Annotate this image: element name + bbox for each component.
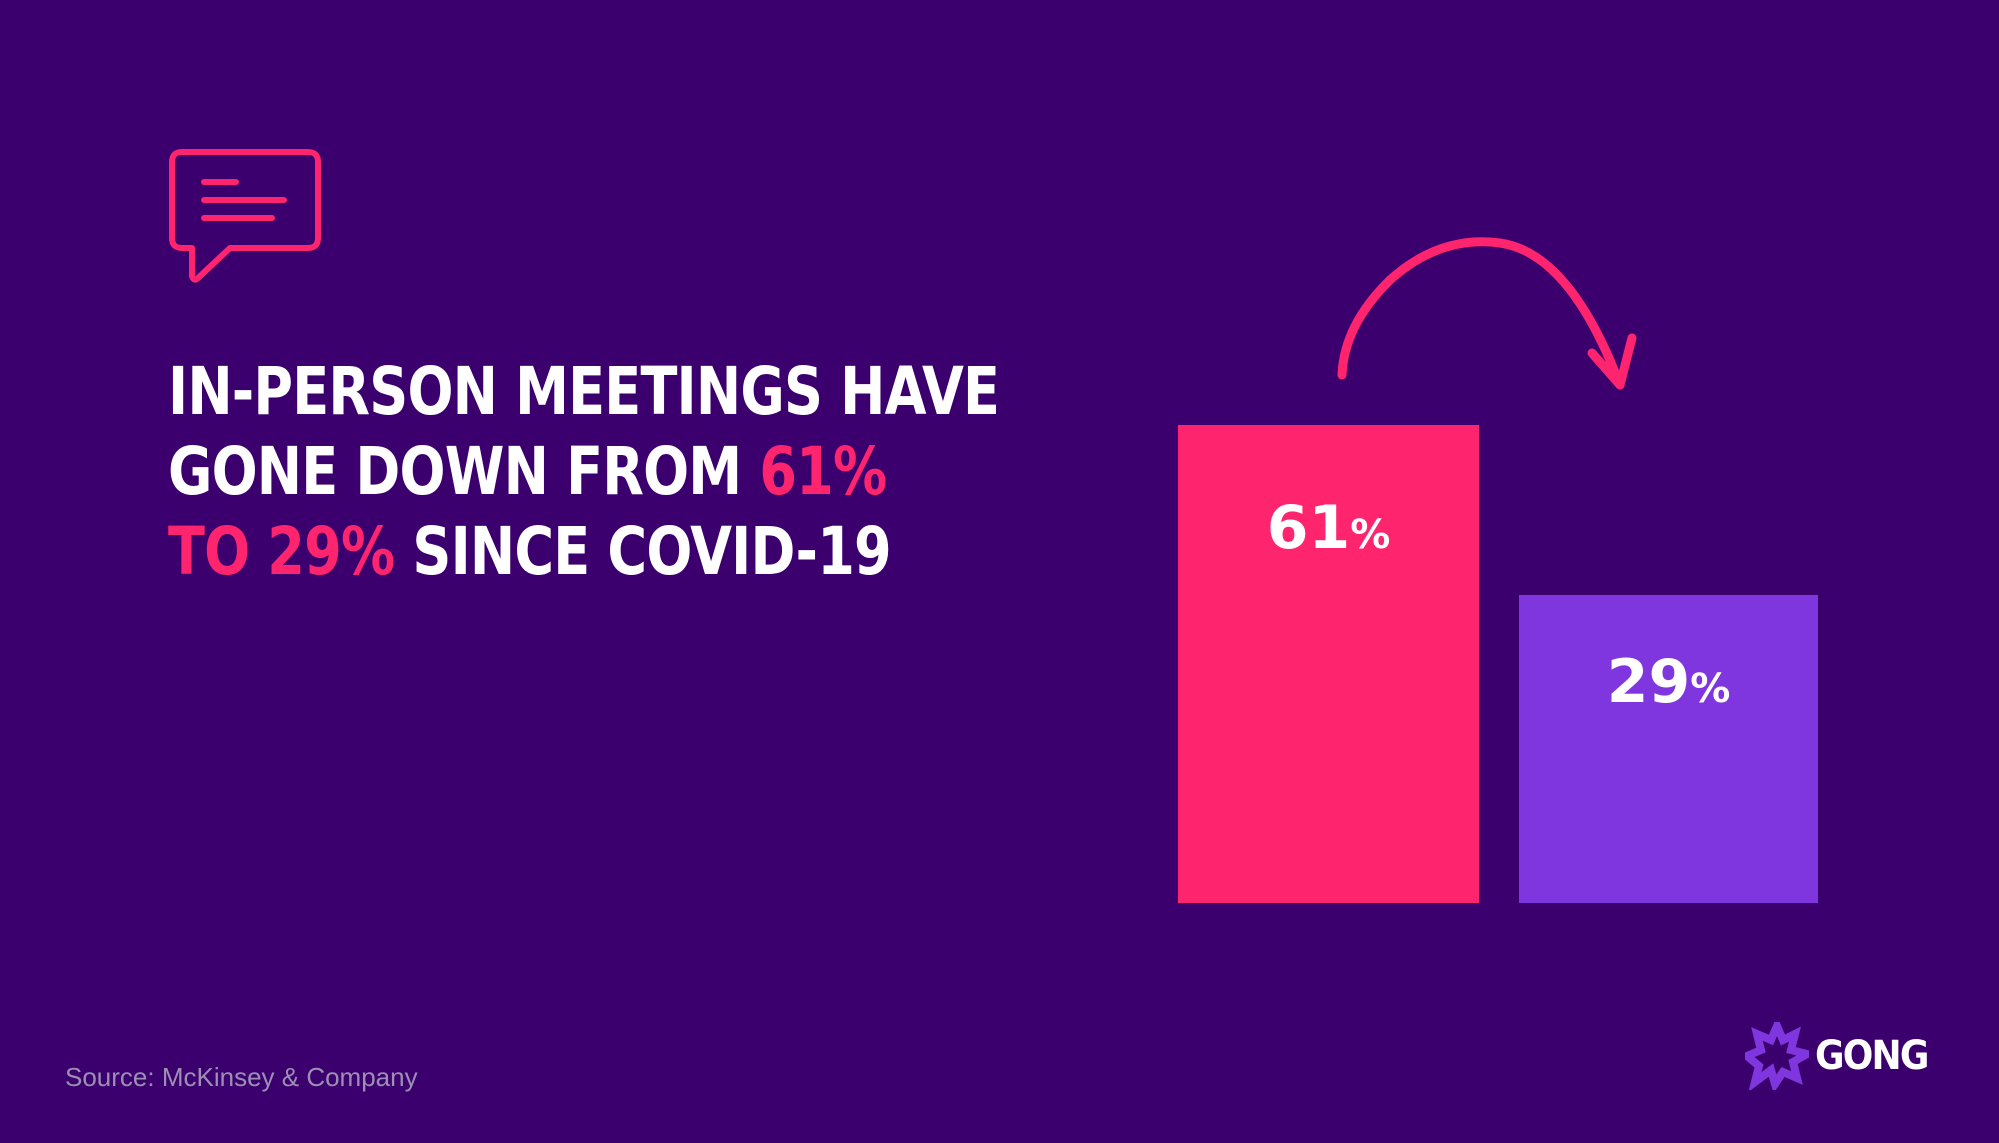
gong-logo-text: GONG <box>1815 1033 1929 1079</box>
bar-label-29: 29% <box>1606 647 1731 717</box>
headline: IN-PERSON MEETINGS HAVE GONE DOWN FROM 6… <box>168 352 1000 592</box>
bar-29: 29% <box>1519 595 1818 903</box>
bar-label-61: 61% <box>1266 493 1391 563</box>
source-text: Source: McKinsey & Company <box>65 1062 418 1092</box>
headline-highlight-29: TO 29% <box>168 513 395 590</box>
chat-bubble-icon <box>169 149 321 283</box>
headline-line-3: SINCE COVID-19 <box>394 513 891 590</box>
gong-starburst-icon <box>1745 1022 1809 1090</box>
bar-61: 61% <box>1178 425 1479 903</box>
headline-line-1: IN-PERSON MEETINGS HAVE <box>168 353 1000 430</box>
headline-highlight-61: 61% <box>759 433 887 510</box>
gong-logo: GONG <box>1745 1022 1940 1090</box>
headline-line-2: GONE DOWN FROM <box>168 433 760 510</box>
curved-arrow-icon <box>1337 237 1637 390</box>
